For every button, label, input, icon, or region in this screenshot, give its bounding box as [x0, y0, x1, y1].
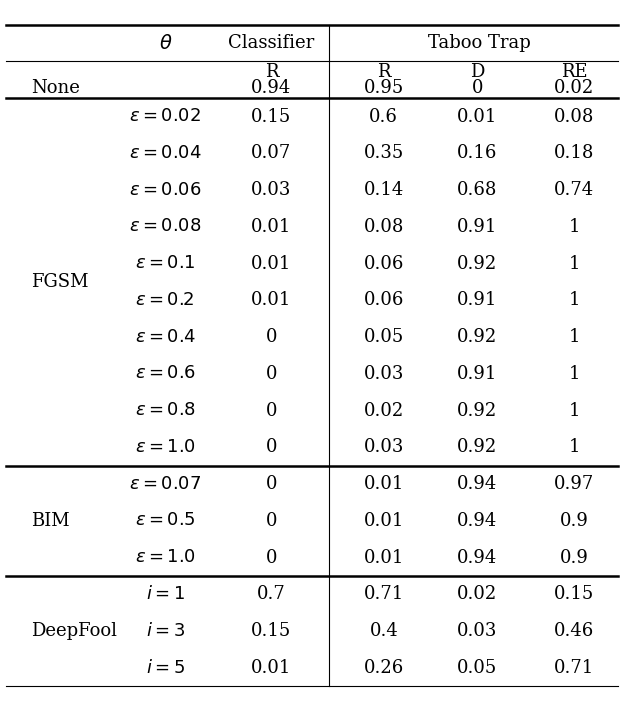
- Text: 0: 0: [472, 79, 483, 97]
- Text: R: R: [377, 63, 391, 81]
- Text: 1: 1: [568, 255, 580, 272]
- Text: 0: 0: [266, 439, 277, 456]
- Text: 0.74: 0.74: [554, 181, 594, 199]
- Text: $\epsilon = 0.1$: $\epsilon = 0.1$: [135, 255, 196, 272]
- Text: 0.16: 0.16: [457, 144, 497, 163]
- Text: 1: 1: [568, 439, 580, 456]
- Text: 0.92: 0.92: [457, 255, 497, 272]
- Text: 1: 1: [568, 365, 580, 383]
- Text: 0.02: 0.02: [457, 586, 497, 603]
- Text: 0.01: 0.01: [251, 218, 291, 236]
- Text: 0.03: 0.03: [364, 365, 404, 383]
- Text: 1: 1: [568, 291, 580, 309]
- Text: D: D: [470, 63, 485, 81]
- Text: Classifier: Classifier: [228, 34, 314, 52]
- Text: 0.06: 0.06: [364, 291, 404, 309]
- Text: $\epsilon = 1.0$: $\epsilon = 1.0$: [135, 549, 196, 566]
- Text: 0.01: 0.01: [251, 659, 291, 677]
- Text: $\epsilon = 0.4$: $\epsilon = 0.4$: [135, 329, 196, 346]
- Text: 0.06: 0.06: [364, 255, 404, 272]
- Text: 0.02: 0.02: [554, 79, 594, 97]
- Text: 0.26: 0.26: [364, 659, 404, 677]
- Text: 0.14: 0.14: [364, 181, 404, 199]
- Text: 0.91: 0.91: [457, 365, 497, 383]
- Text: 0.15: 0.15: [554, 586, 594, 603]
- Text: 0.03: 0.03: [457, 622, 497, 640]
- Text: 0.01: 0.01: [457, 108, 497, 125]
- Text: 0.02: 0.02: [364, 402, 404, 420]
- Text: 0.46: 0.46: [554, 622, 594, 640]
- Text: FGSM: FGSM: [31, 273, 89, 291]
- Text: 0.05: 0.05: [457, 659, 497, 677]
- Text: 0.91: 0.91: [457, 291, 497, 309]
- Text: 0.07: 0.07: [251, 144, 291, 163]
- Text: 0.01: 0.01: [364, 548, 404, 567]
- Text: 0.15: 0.15: [251, 108, 291, 125]
- Text: $i = 5$: $i = 5$: [146, 659, 185, 677]
- Text: 0.94: 0.94: [251, 79, 291, 97]
- Text: 0: 0: [266, 548, 277, 567]
- Text: 0.01: 0.01: [364, 475, 404, 494]
- Text: 0.71: 0.71: [364, 586, 404, 603]
- Text: $i = 3$: $i = 3$: [146, 622, 185, 640]
- Text: 0.03: 0.03: [364, 439, 404, 456]
- Text: $\epsilon = 0.07$: $\epsilon = 0.07$: [129, 476, 202, 493]
- Text: 0.92: 0.92: [457, 328, 497, 346]
- Text: R: R: [265, 63, 278, 81]
- Text: $i = 1$: $i = 1$: [146, 586, 185, 603]
- Text: $\epsilon = 0.6$: $\epsilon = 0.6$: [135, 365, 196, 382]
- Text: 0.9: 0.9: [560, 512, 588, 530]
- Text: 0.94: 0.94: [457, 548, 497, 567]
- Text: 0.08: 0.08: [364, 218, 404, 236]
- Text: 1: 1: [568, 328, 580, 346]
- Text: 0.68: 0.68: [457, 181, 497, 199]
- Text: $\epsilon = 0.08$: $\epsilon = 0.08$: [129, 218, 202, 235]
- Text: 0.35: 0.35: [364, 144, 404, 163]
- Text: $\theta$: $\theta$: [158, 34, 172, 53]
- Text: None: None: [31, 79, 80, 97]
- Text: 0.4: 0.4: [369, 622, 398, 640]
- Text: 0.92: 0.92: [457, 439, 497, 456]
- Text: 1: 1: [568, 402, 580, 420]
- Text: 0: 0: [266, 402, 277, 420]
- Text: Taboo Trap: Taboo Trap: [427, 34, 530, 52]
- Text: BIM: BIM: [31, 512, 70, 530]
- Text: 0.97: 0.97: [554, 475, 594, 494]
- Text: $\epsilon = 1.0$: $\epsilon = 1.0$: [135, 439, 196, 456]
- Text: 0.01: 0.01: [251, 291, 291, 309]
- Text: 0.94: 0.94: [457, 512, 497, 530]
- Text: $\epsilon = 0.06$: $\epsilon = 0.06$: [129, 182, 202, 199]
- Text: 0: 0: [266, 328, 277, 346]
- Text: 0: 0: [266, 512, 277, 530]
- Text: 0.95: 0.95: [364, 79, 404, 97]
- Text: 0.05: 0.05: [364, 328, 404, 346]
- Text: 1: 1: [568, 218, 580, 236]
- Text: 0: 0: [266, 475, 277, 494]
- Text: $\epsilon = 0.02$: $\epsilon = 0.02$: [129, 108, 202, 125]
- Text: $\epsilon = 0.5$: $\epsilon = 0.5$: [135, 513, 196, 529]
- Text: $\epsilon = 0.2$: $\epsilon = 0.2$: [135, 292, 195, 309]
- Text: 0.03: 0.03: [251, 181, 291, 199]
- Text: 0.6: 0.6: [369, 108, 398, 125]
- Text: $\epsilon = 0.04$: $\epsilon = 0.04$: [129, 145, 202, 162]
- Text: 0.18: 0.18: [554, 144, 594, 163]
- Text: $\epsilon = 0.8$: $\epsilon = 0.8$: [135, 402, 196, 419]
- Text: 0.92: 0.92: [457, 402, 497, 420]
- Text: 0.08: 0.08: [554, 108, 594, 125]
- Text: RE: RE: [561, 63, 587, 81]
- Text: 0: 0: [266, 365, 277, 383]
- Text: 0.9: 0.9: [560, 548, 588, 567]
- Text: DeepFool: DeepFool: [31, 622, 117, 640]
- Text: 0.15: 0.15: [251, 622, 291, 640]
- Text: 0.71: 0.71: [554, 659, 594, 677]
- Text: 0.01: 0.01: [251, 255, 291, 272]
- Text: 0.94: 0.94: [457, 475, 497, 494]
- Text: 0.7: 0.7: [257, 586, 286, 603]
- Text: 0.91: 0.91: [457, 218, 497, 236]
- Text: 0.01: 0.01: [364, 512, 404, 530]
